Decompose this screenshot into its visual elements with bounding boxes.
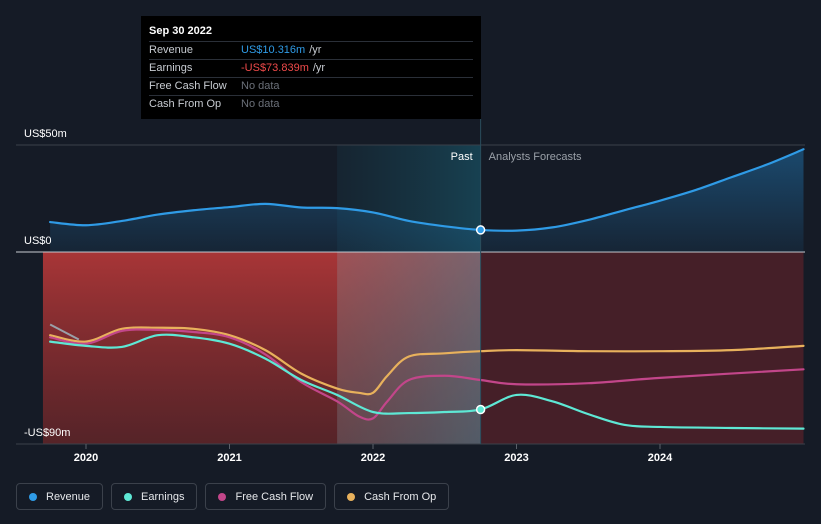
legend-item-earnings[interactable]: Earnings [111,483,198,510]
earnings-line [49,333,805,430]
legend-item-free-cash-flow[interactable]: Free Cash Flow [205,483,327,510]
x-tick-label: 2020 [74,452,98,464]
negative-area-forecast [480,252,804,444]
revenue-marker [475,225,486,235]
tooltip-label: Revenue [149,44,194,56]
tooltip-unit: /yr [309,44,322,56]
legend-label: Earnings [141,490,185,503]
legend: Revenue Earnings Free Cash Flow Cash Fro… [16,483,450,510]
legend-dot-icon [347,492,356,501]
x-tick-label: 2024 [648,452,673,464]
free-cash-flow-line [49,328,805,421]
x-tick-label: 2023 [504,452,528,464]
tooltip-row-revenue: Revenue US$10.316m /yr [149,41,473,59]
tooltip-row-free-cash-flow: Free Cash Flow No data [149,77,473,95]
x-tick-label: 2021 [217,452,241,464]
past-label: Past [451,151,473,163]
legend-dot-icon [124,492,133,501]
tooltip-value: No data [241,80,280,92]
y-tick-label: US$0 [24,235,52,247]
legend-dot-icon [29,492,37,501]
tooltip-value: No data [241,98,280,110]
revenue-line [49,148,805,232]
tooltip: Sep 30 2022 Revenue US$10.316m /yr Earni… [141,16,481,119]
y-tick-label: -US$90m [24,427,70,439]
tooltip-row-cash-from-op: Cash From Op No data [149,95,473,113]
tooltip-label: Free Cash Flow [149,80,227,92]
legend-label: Cash From Op [364,490,437,503]
tooltip-row-earnings: Earnings -US$73.839m /yr [149,59,473,77]
legend-dot-icon [218,492,227,501]
tooltip-unit: /yr [312,62,326,74]
legend-item-cash-from-op[interactable]: Cash From Op [334,483,450,510]
tooltip-value: -US$73.839m [241,62,309,74]
tooltip-value: US$10.316m [241,44,306,56]
cash-from-op-line [49,326,805,396]
history-stub-line [49,323,80,341]
tooltip-label: Earnings [149,62,193,74]
tooltip-date: Sep 30 2022 [149,25,212,37]
legend-label: Revenue [46,490,91,503]
legend-label: Free Cash Flow [235,490,314,503]
legend-item-revenue[interactable]: Revenue [16,483,104,510]
y-tick-label: US$50m [24,128,67,140]
tooltip-label: Cash From Op [149,98,222,110]
forecast-label: Analysts Forecasts [489,151,582,163]
x-tick-label: 2022 [361,452,385,464]
earnings-marker [475,404,486,415]
revenue-area [50,149,804,252]
